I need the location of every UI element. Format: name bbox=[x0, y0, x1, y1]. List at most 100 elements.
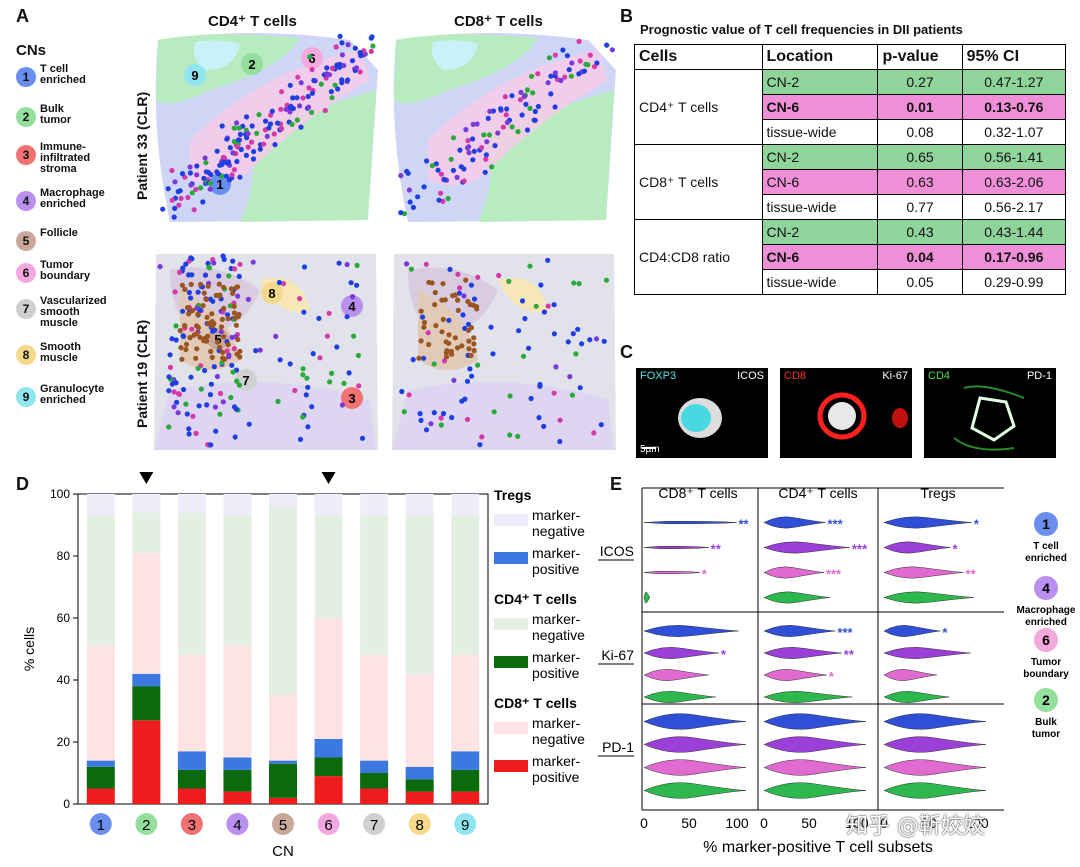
bar-cd8-positive bbox=[177, 788, 206, 804]
bar-tregs-negative bbox=[177, 494, 206, 513]
col-title-cd4: CD4⁺ T cells bbox=[208, 13, 297, 30]
micro-label-right: ICOS bbox=[737, 370, 764, 382]
table-row: CD8⁺ T cells CN-2 0.65 0.56-1.41 bbox=[634, 144, 1067, 220]
violin bbox=[763, 759, 867, 776]
violin bbox=[763, 713, 867, 730]
violin bbox=[643, 759, 747, 776]
violin bbox=[883, 691, 950, 703]
prognostic-table: Cells Location p-value 95% CI CD4⁺ T cel… bbox=[634, 44, 1067, 295]
bar-tregs-negative bbox=[86, 494, 115, 516]
x-tick-label: 4 bbox=[233, 817, 241, 834]
cn-legend-label: T cell enriched bbox=[40, 63, 86, 86]
table-row: CN-6 0.04 0.17-0.96 bbox=[635, 244, 1067, 270]
cn-badge: 8 bbox=[16, 345, 36, 365]
panel-c-label: C bbox=[620, 342, 633, 362]
bar-tregs-negative bbox=[360, 494, 389, 516]
bar-tregs-negative bbox=[314, 494, 343, 516]
y-tick-label: 80 bbox=[57, 549, 71, 563]
legend-label: marker- bbox=[532, 649, 581, 665]
panel-a-label: A bbox=[16, 6, 29, 26]
micro-label-right: Ki-67 bbox=[882, 370, 908, 382]
legend-label: Macrophage bbox=[1017, 605, 1076, 616]
bar-tregs-negative bbox=[269, 494, 297, 507]
legend-swatch bbox=[494, 514, 528, 526]
table-cell-ci: 0.17-0.96 bbox=[961, 244, 1067, 270]
violin bbox=[763, 782, 867, 799]
bar-cd4-positive bbox=[223, 769, 252, 792]
significance-stars: * bbox=[974, 517, 980, 532]
table-row: CD4:CD8 ratio CN-2 0.43 0.43-1.44 bbox=[634, 219, 1067, 295]
bar-tregs-negative bbox=[405, 494, 434, 516]
cn-badge: 4 bbox=[16, 191, 36, 211]
legend-swatch bbox=[494, 722, 528, 734]
svg-text:9: 9 bbox=[191, 68, 198, 83]
micro-label-left: CD4 bbox=[928, 370, 951, 382]
violin bbox=[763, 591, 831, 604]
violin bbox=[763, 647, 842, 659]
violin bbox=[763, 516, 826, 529]
cn-badge-2 bbox=[135, 813, 158, 835]
cn-legend-label: Vascularized smooth muscle bbox=[40, 295, 107, 329]
violin bbox=[883, 669, 937, 681]
bar-tregs-negative bbox=[451, 494, 480, 516]
violin bbox=[643, 625, 739, 637]
significance-stars: *** bbox=[826, 567, 842, 582]
bar-cd8-negative bbox=[177, 655, 206, 752]
cn-marker bbox=[241, 53, 263, 75]
svg-text:7: 7 bbox=[242, 373, 249, 388]
x-tick-label: 50 bbox=[681, 815, 697, 831]
legend-label: enriched bbox=[1025, 553, 1067, 564]
cn-badge-8 bbox=[408, 813, 431, 835]
panel-b-label: B bbox=[620, 6, 633, 26]
svg-text:1: 1 bbox=[216, 177, 223, 192]
micro-label-left: FOXP3 bbox=[640, 370, 677, 382]
x-tick-label: 6 bbox=[324, 817, 332, 834]
table-cell-ci: 0.47-1.27 bbox=[961, 69, 1067, 95]
cn-legend-title: CNs bbox=[16, 42, 47, 59]
legend-group-title: CD4⁺ T cells bbox=[494, 591, 577, 607]
bar-tregs-positive bbox=[177, 751, 206, 770]
legend-label: marker- bbox=[532, 507, 581, 523]
cn-legend-item-4: 4 Macrophage enriched bbox=[16, 188, 126, 224]
cn-legend-item-3: 3 Immune-infiltrated stroma bbox=[16, 142, 126, 178]
cn-badge: 7 bbox=[16, 299, 36, 319]
table-cell-ci: 0.56-2.17 bbox=[961, 194, 1067, 220]
panel-d-label: D bbox=[16, 474, 29, 494]
bar-cd4-negative bbox=[405, 515, 434, 674]
significance-stars: * bbox=[829, 669, 835, 684]
tissue-map-p33-cd4: 9 2 6 1 bbox=[155, 33, 378, 222]
row-label: PD-1 bbox=[602, 739, 634, 755]
legend-label: marker- bbox=[532, 753, 581, 769]
legend-swatch bbox=[494, 552, 528, 564]
table-cell-p: 0.63 bbox=[877, 169, 963, 195]
cn-marker bbox=[184, 64, 206, 86]
significance-stars: ** bbox=[739, 517, 750, 532]
violin bbox=[643, 736, 747, 753]
bar-cd4-positive bbox=[269, 763, 297, 798]
legend-swatch bbox=[494, 760, 528, 772]
violin bbox=[883, 759, 987, 776]
micro-label-left: CD8 bbox=[784, 370, 807, 382]
legend-label: boundary bbox=[1023, 669, 1069, 680]
bar-cd4-positive bbox=[132, 686, 161, 721]
violin bbox=[643, 647, 719, 659]
row-label: Ki-67 bbox=[601, 647, 634, 663]
table-row: tissue-wide 0.08 0.32-1.07 bbox=[635, 119, 1067, 145]
table-cell-loc: CN-2 bbox=[761, 144, 879, 170]
table-cell-p: 0.05 bbox=[877, 269, 963, 295]
legend-label: negative bbox=[532, 731, 585, 747]
legend-swatch bbox=[494, 656, 528, 668]
legend-badge bbox=[1034, 576, 1058, 600]
bar-cd4-negative bbox=[269, 506, 297, 696]
legend-swatch bbox=[494, 618, 528, 630]
bar-cd8-negative bbox=[269, 695, 297, 761]
bar-cd4-positive bbox=[314, 757, 343, 777]
column-title: CD4⁺ T cells bbox=[778, 485, 857, 501]
th-ci: 95% CI bbox=[961, 44, 1067, 70]
violin bbox=[883, 541, 951, 554]
legend-label: marker- bbox=[532, 611, 581, 627]
bar-cd8-positive bbox=[86, 788, 115, 804]
bar-cd4-negative bbox=[177, 512, 206, 656]
cn-legend-label: Granulocyte enriched bbox=[40, 383, 105, 406]
legend-badge bbox=[1034, 628, 1058, 652]
